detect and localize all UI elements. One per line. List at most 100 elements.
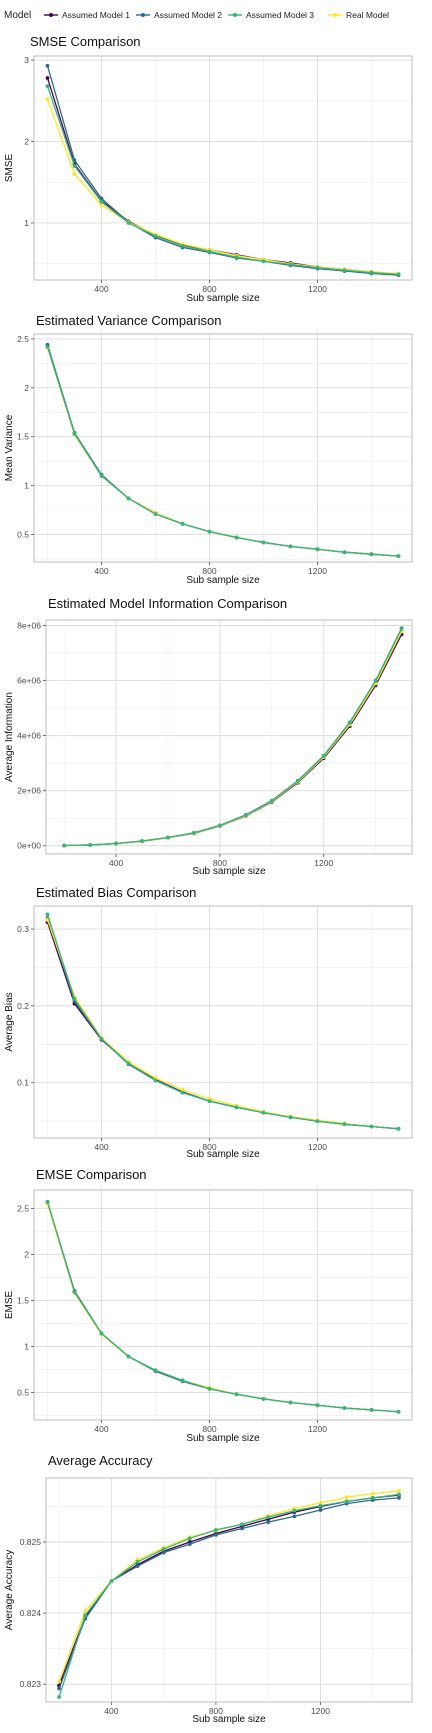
series-line [46, 65, 399, 276]
plot-border [33, 1189, 413, 1421]
y-tick-label: 2 [24, 137, 29, 147]
data-point [240, 1522, 244, 1527]
y-tick-label: 2e+06 [17, 786, 41, 796]
data-point [369, 1124, 374, 1129]
data-point [347, 720, 352, 725]
series-group [45, 342, 401, 559]
y-axis-label: Average Information [4, 692, 15, 782]
data-point [57, 1679, 61, 1684]
data-point [261, 1110, 266, 1115]
data-point [180, 1087, 185, 1092]
grid [46, 620, 412, 854]
data-point [399, 626, 404, 631]
legend-label: Assumed Model 3 [246, 10, 314, 20]
data-point [370, 1496, 375, 1500]
plot-border [33, 55, 413, 281]
panel-information: Estimated Model Information Comparison 40… [0, 590, 432, 880]
data-point [315, 1119, 320, 1123]
data-point [396, 1126, 401, 1131]
panel-variance: Estimated Variance Comparison 400 800 1200 0… [0, 308, 432, 590]
data-point [99, 1331, 104, 1336]
data-point [370, 1491, 375, 1496]
data-point [161, 1550, 166, 1555]
data-point [342, 550, 347, 555]
data-point [153, 234, 158, 238]
data-point [234, 255, 239, 260]
legend-key-point [141, 13, 145, 17]
data-point [126, 496, 131, 501]
series-assumed-model-3 [45, 1200, 401, 1414]
panel-accuracy: Average Accuracy 400 800 1200 0.823 0.824 0.82… [0, 1448, 432, 1728]
series-group [57, 1488, 401, 1699]
x-tick-label: 1200 [314, 858, 333, 868]
series-assumed-model-3 [62, 626, 404, 848]
x-tick-label: 800 [202, 1424, 216, 1434]
chart-title: EMSE Comparison [36, 1167, 147, 1182]
data-point [266, 1520, 271, 1524]
data-point [243, 813, 248, 818]
data-point [45, 84, 50, 89]
data-point [62, 843, 67, 848]
panel-emse: EMSE Comparison 400 800 1200 0.5 1 1.5 2 2.5 Sub … [0, 1162, 432, 1448]
legend-key-point [49, 13, 53, 17]
y-tick-label: 0e+00 [17, 841, 41, 851]
series-line [46, 85, 399, 275]
x-axis-label: Sub sample size [186, 1433, 260, 1444]
smse-chart: SMSE Comparison 400 800 1200 1 2 3 Sub sample s… [4, 34, 413, 304]
x-tick-label: 400 [109, 858, 123, 868]
grid [34, 906, 412, 1138]
data-point [140, 839, 144, 843]
data-point [342, 1122, 347, 1127]
legend: Model Assumed Model 1 Assumed Model 2 Assum… [0, 0, 432, 28]
x-tick-label: 1200 [311, 1706, 330, 1716]
data-point [261, 1396, 266, 1401]
data-point [180, 1090, 185, 1095]
legend-svg: Model Assumed Model 1 Assumed Model 2 Assum… [4, 10, 389, 21]
data-point [397, 1496, 401, 1500]
x-tick-label: 400 [94, 1142, 108, 1152]
series-group [45, 1200, 401, 1414]
data-point [114, 841, 118, 846]
data-point [207, 529, 212, 534]
series-line [46, 98, 399, 275]
data-point [292, 1508, 297, 1513]
data-point [161, 1547, 166, 1552]
data-point [214, 1528, 218, 1532]
chart-title: SMSE Comparison [30, 34, 141, 49]
series-group [62, 626, 404, 848]
y-tick-label: 0.5 [17, 1387, 29, 1397]
plot-area [34, 1190, 412, 1420]
data-point [315, 1403, 320, 1408]
x-tick-label: 1200 [308, 566, 327, 576]
data-point [261, 259, 266, 264]
legend-label: Real Model [346, 10, 389, 20]
legend-label: Assumed Model 2 [154, 10, 222, 20]
data-point [166, 835, 170, 840]
y-tick-label: 1 [24, 218, 29, 228]
legend-key-point [233, 13, 237, 17]
plot-area [46, 620, 412, 854]
data-point [396, 272, 401, 277]
y-tick-label: 0.2 [17, 1001, 29, 1011]
data-point [369, 1407, 374, 1412]
data-point [288, 1400, 293, 1405]
data-point [99, 1037, 104, 1041]
data-point [45, 344, 50, 349]
legend-item-assumed-model-1: Assumed Model 1 [44, 10, 130, 20]
axes: 400 800 1200 0.5 1 1.5 2 2.5 [17, 1203, 327, 1434]
data-point [72, 431, 77, 436]
plot-area [34, 334, 412, 562]
variance-chart: Estimated Variance Comparison 400 800 1200 0… [4, 313, 413, 586]
axes: 400 800 1200 0e+00 2e+06 4e+06 6e+06 8e+06 [17, 621, 333, 868]
plot-area [46, 1478, 412, 1702]
data-point [318, 1503, 323, 1508]
data-point [344, 1499, 349, 1504]
data-point [135, 1564, 140, 1569]
data-point [240, 1526, 244, 1531]
data-point [288, 262, 293, 267]
y-tick-label: 0.3 [17, 924, 29, 934]
data-point [369, 552, 374, 557]
legend-item-assumed-model-3: Assumed Model 3 [228, 10, 314, 20]
data-point [126, 221, 131, 225]
y-tick-label: 1.5 [17, 1295, 29, 1305]
